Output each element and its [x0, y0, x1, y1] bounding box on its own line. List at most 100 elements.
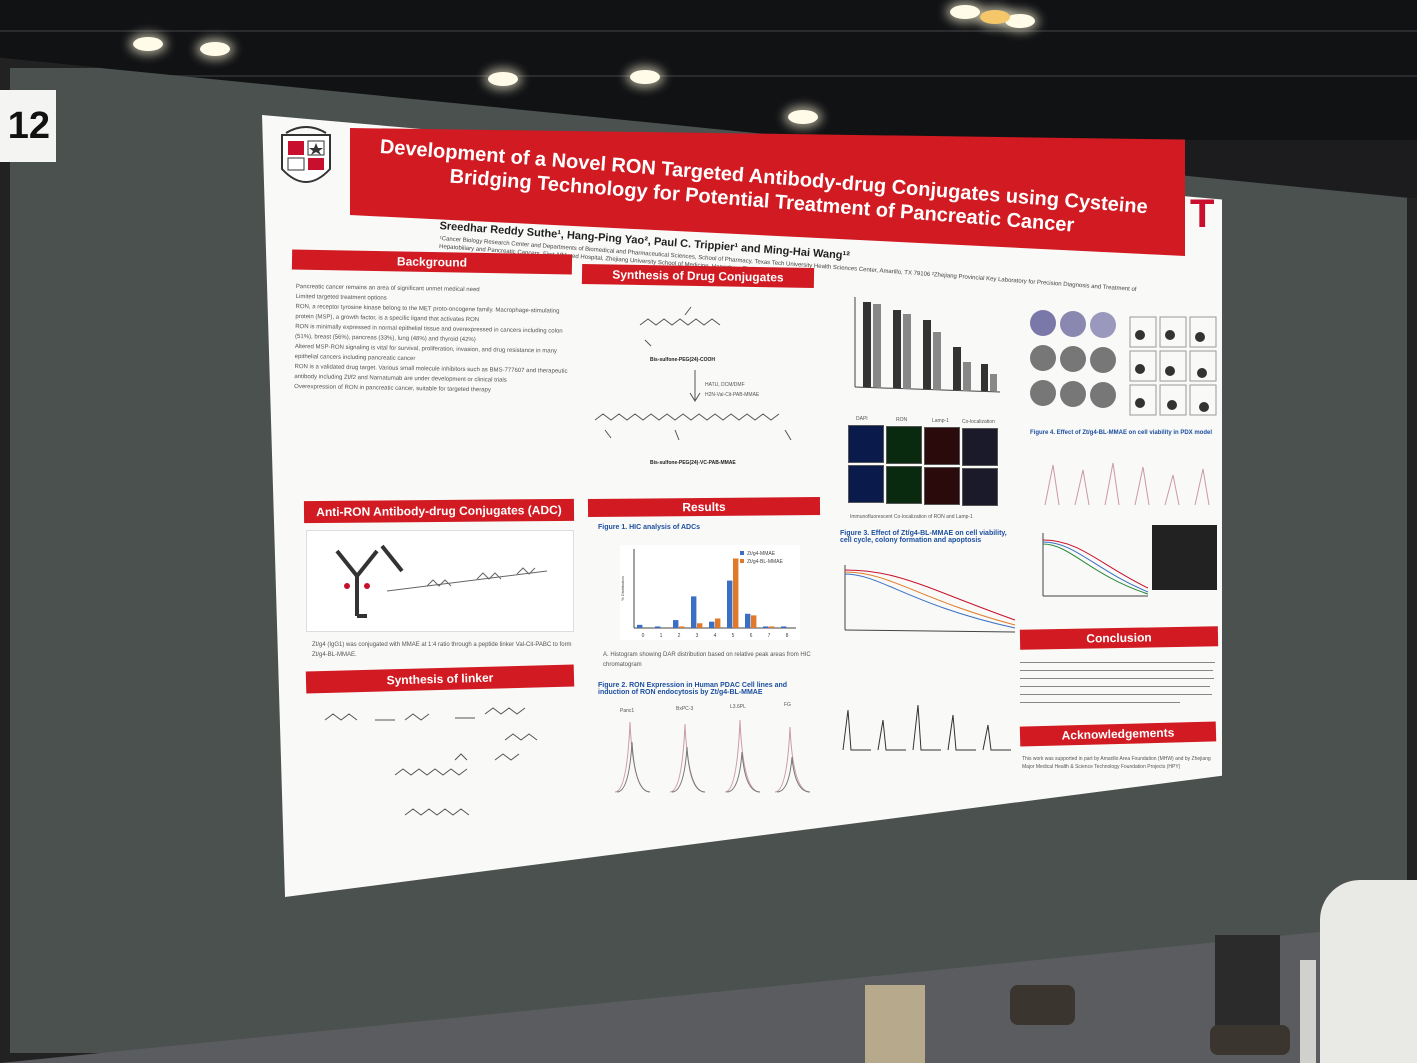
chart-x-tick-label: 5 [732, 633, 735, 639]
chart-bar [637, 624, 643, 628]
figure-4-title: Figure 4. Effect of Zt/g4-BL-MMAE on cel… [1030, 430, 1213, 436]
booth-number-sign: 12 [0, 90, 56, 162]
colony-plate [1090, 312, 1116, 338]
colony-plate [1030, 380, 1056, 406]
ceiling-light [788, 110, 818, 124]
person-legs [1215, 935, 1280, 1035]
figure-3-title: Figure 3. Effect of Zt/g4-BL-MMAE on cel… [840, 530, 1007, 544]
chart-x-tick-label: 8 [786, 633, 789, 639]
panel-label: Panc1 [620, 708, 635, 714]
chair [1320, 880, 1417, 1063]
synthesis-label: Bis-sulfone-PEG(24)-VC-PAB-MMAE [650, 460, 736, 466]
chart-bar [763, 626, 769, 628]
chart-bar [751, 615, 757, 628]
synthesis-label: Bis-sulfone-PEG(24)-COOH [650, 357, 716, 363]
chart-x-tick-label: 4 [714, 633, 717, 639]
text-line [1020, 694, 1212, 695]
immunofluorescence-panel [848, 425, 1008, 510]
synthesis-label: H2N-Val-Cit-PAB-MMAE [705, 392, 760, 398]
chart-bar [679, 626, 685, 628]
viability-bar-chart [835, 292, 1005, 402]
background-bullet-list: Pancreatic cancer remains an area of sig… [294, 282, 570, 397]
conclusion-text-block [1020, 658, 1215, 718]
section-header-results: Results [587, 496, 821, 518]
person-shoe [1010, 985, 1075, 1025]
apoptosis-flow-plots [1128, 315, 1218, 420]
text-line [1020, 702, 1180, 703]
legend-swatch [740, 551, 744, 555]
chart-bar [781, 626, 787, 628]
fluorescence-image [886, 466, 922, 504]
chart-bar [673, 620, 679, 628]
figure-1-title: Figure 1. HIC analysis of ADCs [598, 524, 701, 531]
chart-x-tick-label: 6 [750, 633, 753, 639]
ic50-table [1152, 525, 1217, 590]
ceiling-truss [0, 30, 1417, 32]
legend-swatch [740, 559, 744, 563]
adc-structure-diagram [306, 530, 574, 632]
panel-label: BxPC-3 [676, 706, 694, 712]
chart-x-tick-label: 2 [678, 633, 681, 639]
colony-plate [1030, 345, 1056, 371]
text-line [1020, 662, 1215, 663]
pdx-viability-curves [1040, 530, 1150, 600]
chart-x-tick-label: 0 [642, 633, 645, 639]
figure-3-image-caption: Immunofluorescent Co-localization of RON… [850, 514, 973, 520]
cell-cycle-histograms [838, 690, 1013, 760]
texas-tech-logo: T [1190, 192, 1215, 236]
acknowledgement-text: This work was supported in part by Amari… [1022, 756, 1211, 770]
panel-label: FG [784, 702, 791, 708]
colony-plate [1060, 381, 1086, 407]
dose-response-curves [840, 560, 1020, 635]
legend-label: Zt/g4-MMAE [747, 551, 776, 557]
colony-plate [1030, 310, 1056, 336]
drug-conjugate-synthesis-scheme [585, 295, 815, 470]
chart-bar [655, 626, 661, 628]
person-legs [865, 985, 925, 1063]
hic-bar-chart: 0 1 2 3 4 5 6 7 8 Zt/g4-MMAE Zt/g4-BL-MMAE % Distri… [620, 545, 800, 647]
pdx-histograms [1040, 450, 1220, 510]
fluorescence-image [962, 428, 998, 466]
ceiling-light [630, 70, 660, 84]
fluorescence-image [924, 467, 960, 505]
fluorescence-image [848, 465, 884, 503]
ceiling-light [1005, 14, 1035, 28]
colony-plate [1090, 382, 1116, 408]
chart-bar [733, 558, 739, 628]
chart-bar [697, 623, 703, 628]
fluorescence-image [962, 468, 998, 506]
chart-bar [745, 613, 751, 628]
chair-leg [1300, 960, 1316, 1063]
text-line [1020, 686, 1210, 687]
chart-bar [691, 596, 697, 628]
section-header-synthesis-drug: Synthesis of Drug Conjugates [581, 263, 815, 289]
chart-bar [769, 626, 775, 628]
stain-label: RON [896, 417, 908, 423]
person-shoe [1210, 1025, 1290, 1055]
fluorescence-image [886, 426, 922, 464]
ceiling-light [980, 10, 1010, 24]
colony-plate [1090, 347, 1116, 373]
chart-x-tick-label: 3 [696, 633, 699, 639]
panel-label: L3.6PL [730, 704, 746, 710]
chart-bar [727, 580, 733, 628]
text-line [1020, 678, 1214, 679]
stain-label: Lamp-1 [932, 418, 949, 424]
ceiling-light [133, 37, 163, 51]
synthesis-label: HATU, DCM/DMF [705, 382, 745, 388]
stain-label: Co-localization [962, 419, 995, 425]
figure-2-title: Figure 2. RON Expression in Human PDAC C… [598, 682, 788, 696]
legend-label: Zt/g4-BL-MMAE [747, 559, 784, 565]
ceiling-light [488, 72, 518, 86]
ceiling-light [200, 42, 230, 56]
chart-y-label: % Distribution [620, 576, 625, 601]
ceiling-truss [0, 75, 1417, 77]
university-seal-logo [276, 125, 336, 197]
fluorescence-image [924, 427, 960, 465]
chart-bar [709, 621, 715, 628]
adc-caption: Zt/g4 (IgG1) was conjugated with MMAE at… [312, 642, 572, 658]
chart-bar [715, 618, 721, 628]
linker-synthesis-scheme [315, 700, 575, 850]
ceiling-light [950, 5, 980, 19]
section-header-conclusion: Conclusion [1019, 626, 1219, 650]
